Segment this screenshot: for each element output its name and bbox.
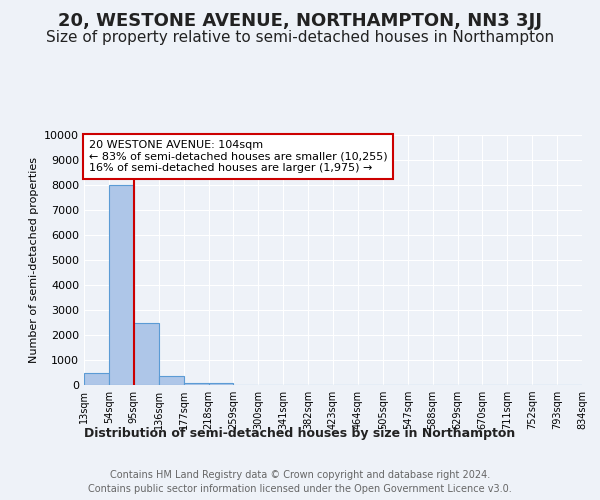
Text: Distribution of semi-detached houses by size in Northampton: Distribution of semi-detached houses by …: [85, 428, 515, 440]
Text: Contains public sector information licensed under the Open Government Licence v3: Contains public sector information licen…: [88, 484, 512, 494]
Bar: [134, 322, 159, 385]
Y-axis label: Number of semi-detached properties: Number of semi-detached properties: [29, 157, 38, 363]
Bar: [159, 376, 184, 385]
Text: Contains HM Land Registry data © Crown copyright and database right 2024.: Contains HM Land Registry data © Crown c…: [110, 470, 490, 480]
Text: Size of property relative to semi-detached houses in Northampton: Size of property relative to semi-detach…: [46, 30, 554, 45]
Text: 20, WESTONE AVENUE, NORTHAMPTON, NN3 3JJ: 20, WESTONE AVENUE, NORTHAMPTON, NN3 3JJ: [58, 12, 542, 30]
Bar: [84, 372, 109, 385]
Text: 20 WESTONE AVENUE: 104sqm
← 83% of semi-detached houses are smaller (10,255)
16%: 20 WESTONE AVENUE: 104sqm ← 83% of semi-…: [89, 140, 388, 173]
Bar: [184, 382, 209, 385]
Bar: [109, 185, 134, 385]
Bar: [209, 382, 233, 385]
